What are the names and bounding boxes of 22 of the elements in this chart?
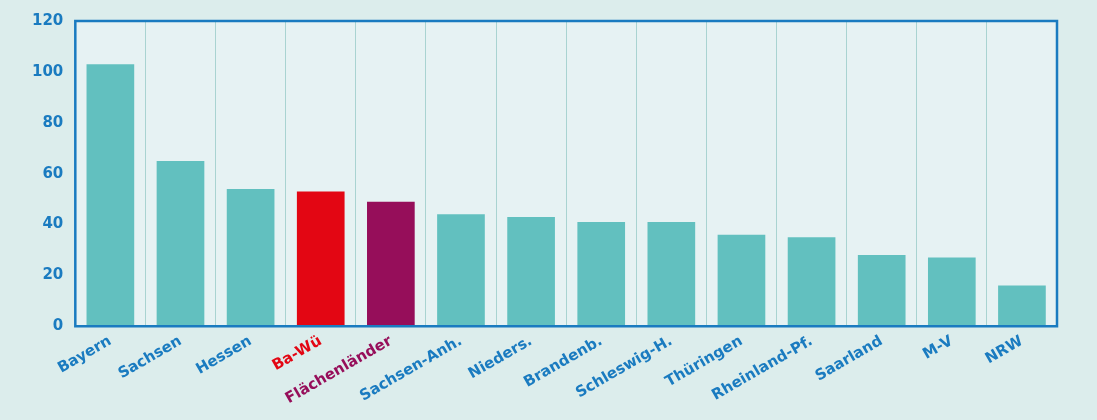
bar bbox=[507, 216, 555, 327]
bar bbox=[717, 234, 766, 327]
bar bbox=[86, 64, 135, 327]
bar bbox=[998, 285, 1046, 327]
bar bbox=[156, 160, 205, 327]
y-tick-label: 100 bbox=[32, 61, 64, 80]
bar bbox=[437, 214, 485, 327]
y-tick-label: 60 bbox=[42, 163, 64, 182]
y-tick-label: 120 bbox=[32, 10, 64, 29]
y-tick-label: 40 bbox=[42, 214, 64, 233]
bar bbox=[577, 222, 626, 327]
bar bbox=[647, 222, 696, 327]
y-tick-label: 0 bbox=[52, 316, 64, 335]
y-tick-label: 80 bbox=[42, 112, 64, 131]
bar bbox=[927, 257, 976, 327]
bar bbox=[367, 201, 415, 327]
bar bbox=[857, 255, 906, 327]
bar bbox=[296, 191, 345, 327]
x-tick-label: M-V bbox=[919, 331, 957, 363]
bar bbox=[226, 188, 275, 327]
y-tick-label: 20 bbox=[42, 265, 64, 284]
bar bbox=[787, 237, 836, 327]
